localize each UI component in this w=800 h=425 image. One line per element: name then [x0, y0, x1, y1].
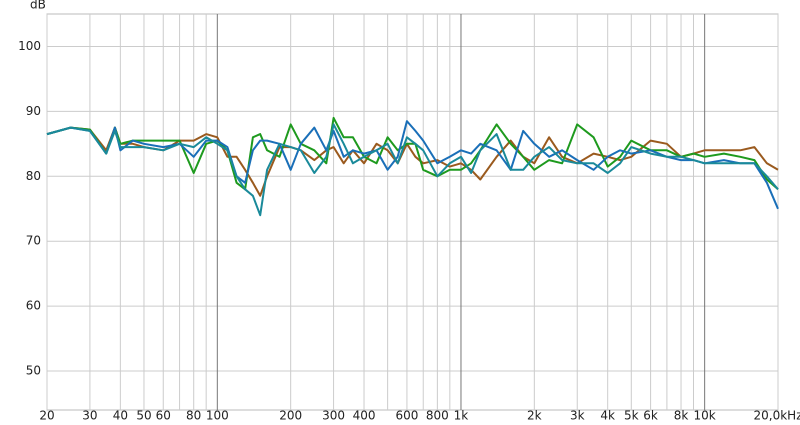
x-tick-label: 10k: [694, 409, 716, 423]
series-line: [46, 123, 779, 217]
x-tick-label: 80: [186, 409, 201, 423]
x-tick-label: 30: [82, 409, 97, 423]
x-tick-label: 40: [113, 409, 128, 423]
x-tick-label: 60: [156, 409, 171, 423]
x-tick-label: 8k: [674, 409, 689, 423]
x-tick-label: 4k: [600, 409, 615, 423]
x-tick-label: 600: [395, 409, 418, 423]
x-tick-label: 20,0kHz: [754, 409, 800, 423]
x-tick-label: 50: [136, 409, 151, 423]
x-tick-label: 200: [279, 409, 302, 423]
x-tick-label: 3k: [570, 409, 585, 423]
x-tick-label: 300: [322, 409, 345, 423]
x-tick-label: 6k: [643, 409, 658, 423]
x-tick-label: 1k: [454, 409, 469, 423]
x-tick-label: 20: [39, 409, 54, 423]
y-tick-label: 100: [18, 39, 41, 53]
x-tick-label: 800: [426, 409, 449, 423]
y-tick-label: 60: [26, 299, 41, 313]
x-tick-label: 2k: [527, 409, 542, 423]
plot-area: [46, 13, 779, 411]
series-line: [46, 116, 779, 191]
series-line: [46, 120, 779, 210]
y-tick-label: 50: [26, 364, 41, 378]
y-tick-label: 80: [26, 169, 41, 183]
x-tick-label: 100: [206, 409, 229, 423]
series-line: [46, 126, 779, 197]
x-tick-label: 400: [353, 409, 376, 423]
x-tick-label: 5k: [624, 409, 639, 423]
y-tick-label: 90: [26, 104, 41, 118]
y-tick-label: 70: [26, 234, 41, 248]
y-axis-label: dB: [30, 0, 46, 12]
